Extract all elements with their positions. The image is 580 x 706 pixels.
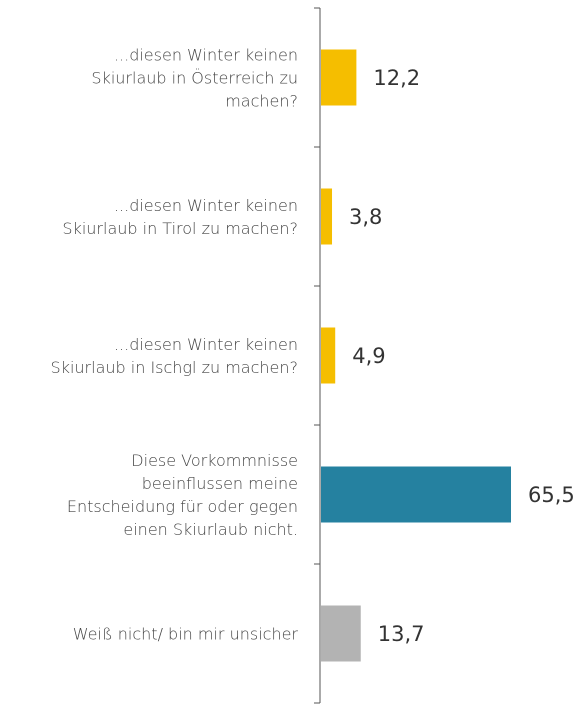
value-label: 12,2 xyxy=(373,65,421,90)
category-label: ...diesen Winter keinen Skiurlaub in Tir… xyxy=(62,195,298,238)
category-label: Diese Vorkommnisse beeinflussen meine En… xyxy=(66,450,298,539)
category-label: ...diesen Winter keinen Skiurlaub in Öst… xyxy=(91,45,298,110)
category-label: ...diesen Winter keinen Skiurlaub in Isc… xyxy=(50,334,298,377)
value-label: 3,8 xyxy=(349,204,383,229)
bar xyxy=(321,327,336,384)
bar xyxy=(321,466,511,523)
bar xyxy=(321,605,361,662)
category-label: Weiß nicht/ bin mir unsicher xyxy=(72,624,298,643)
bar xyxy=(321,49,357,106)
value-label: 4,9 xyxy=(352,343,386,368)
value-label: 65,5 xyxy=(528,482,575,507)
value-label: 13,7 xyxy=(377,621,425,646)
bar xyxy=(321,188,333,245)
